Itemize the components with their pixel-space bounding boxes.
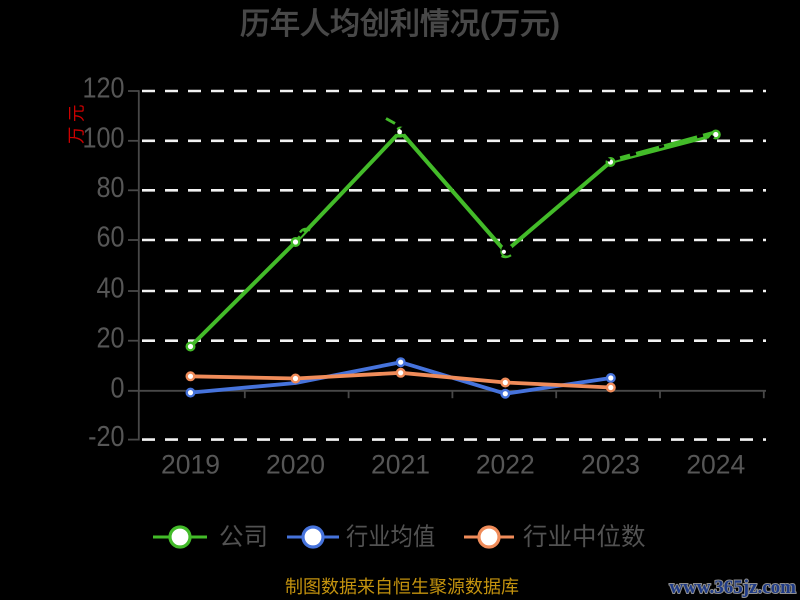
- svg-text:60: 60: [97, 221, 125, 253]
- svg-text:2022: 2022: [476, 450, 535, 480]
- svg-text:100: 100: [83, 122, 125, 154]
- svg-text:2021: 2021: [371, 450, 430, 480]
- svg-text:制图数据来自恒生聚源数据库: 制图数据来自恒生聚源数据库: [285, 577, 519, 597]
- svg-text:万元: 万元: [67, 100, 87, 144]
- svg-text:40: 40: [97, 272, 125, 304]
- svg-text:行业均值: 行业均值: [346, 523, 435, 550]
- svg-text:www.365jz.com: www.365jz.com: [669, 577, 796, 598]
- svg-text:历年人均创利情况(万元): 历年人均创利情况(万元): [240, 8, 560, 41]
- svg-text:公司: 公司: [219, 524, 268, 551]
- svg-text:80: 80: [97, 171, 125, 203]
- svg-text:0: 0: [111, 372, 125, 404]
- svg-text:120: 120: [83, 72, 125, 104]
- svg-text:行业中位数: 行业中位数: [523, 523, 646, 551]
- svg-text:-20: -20: [88, 421, 124, 453]
- svg-text:2019: 2019: [161, 450, 220, 480]
- svg-text:20: 20: [97, 322, 125, 354]
- svg-text:2024: 2024: [686, 450, 745, 480]
- svg-text:2020: 2020: [266, 450, 325, 480]
- svg-text:2023: 2023: [581, 450, 640, 480]
